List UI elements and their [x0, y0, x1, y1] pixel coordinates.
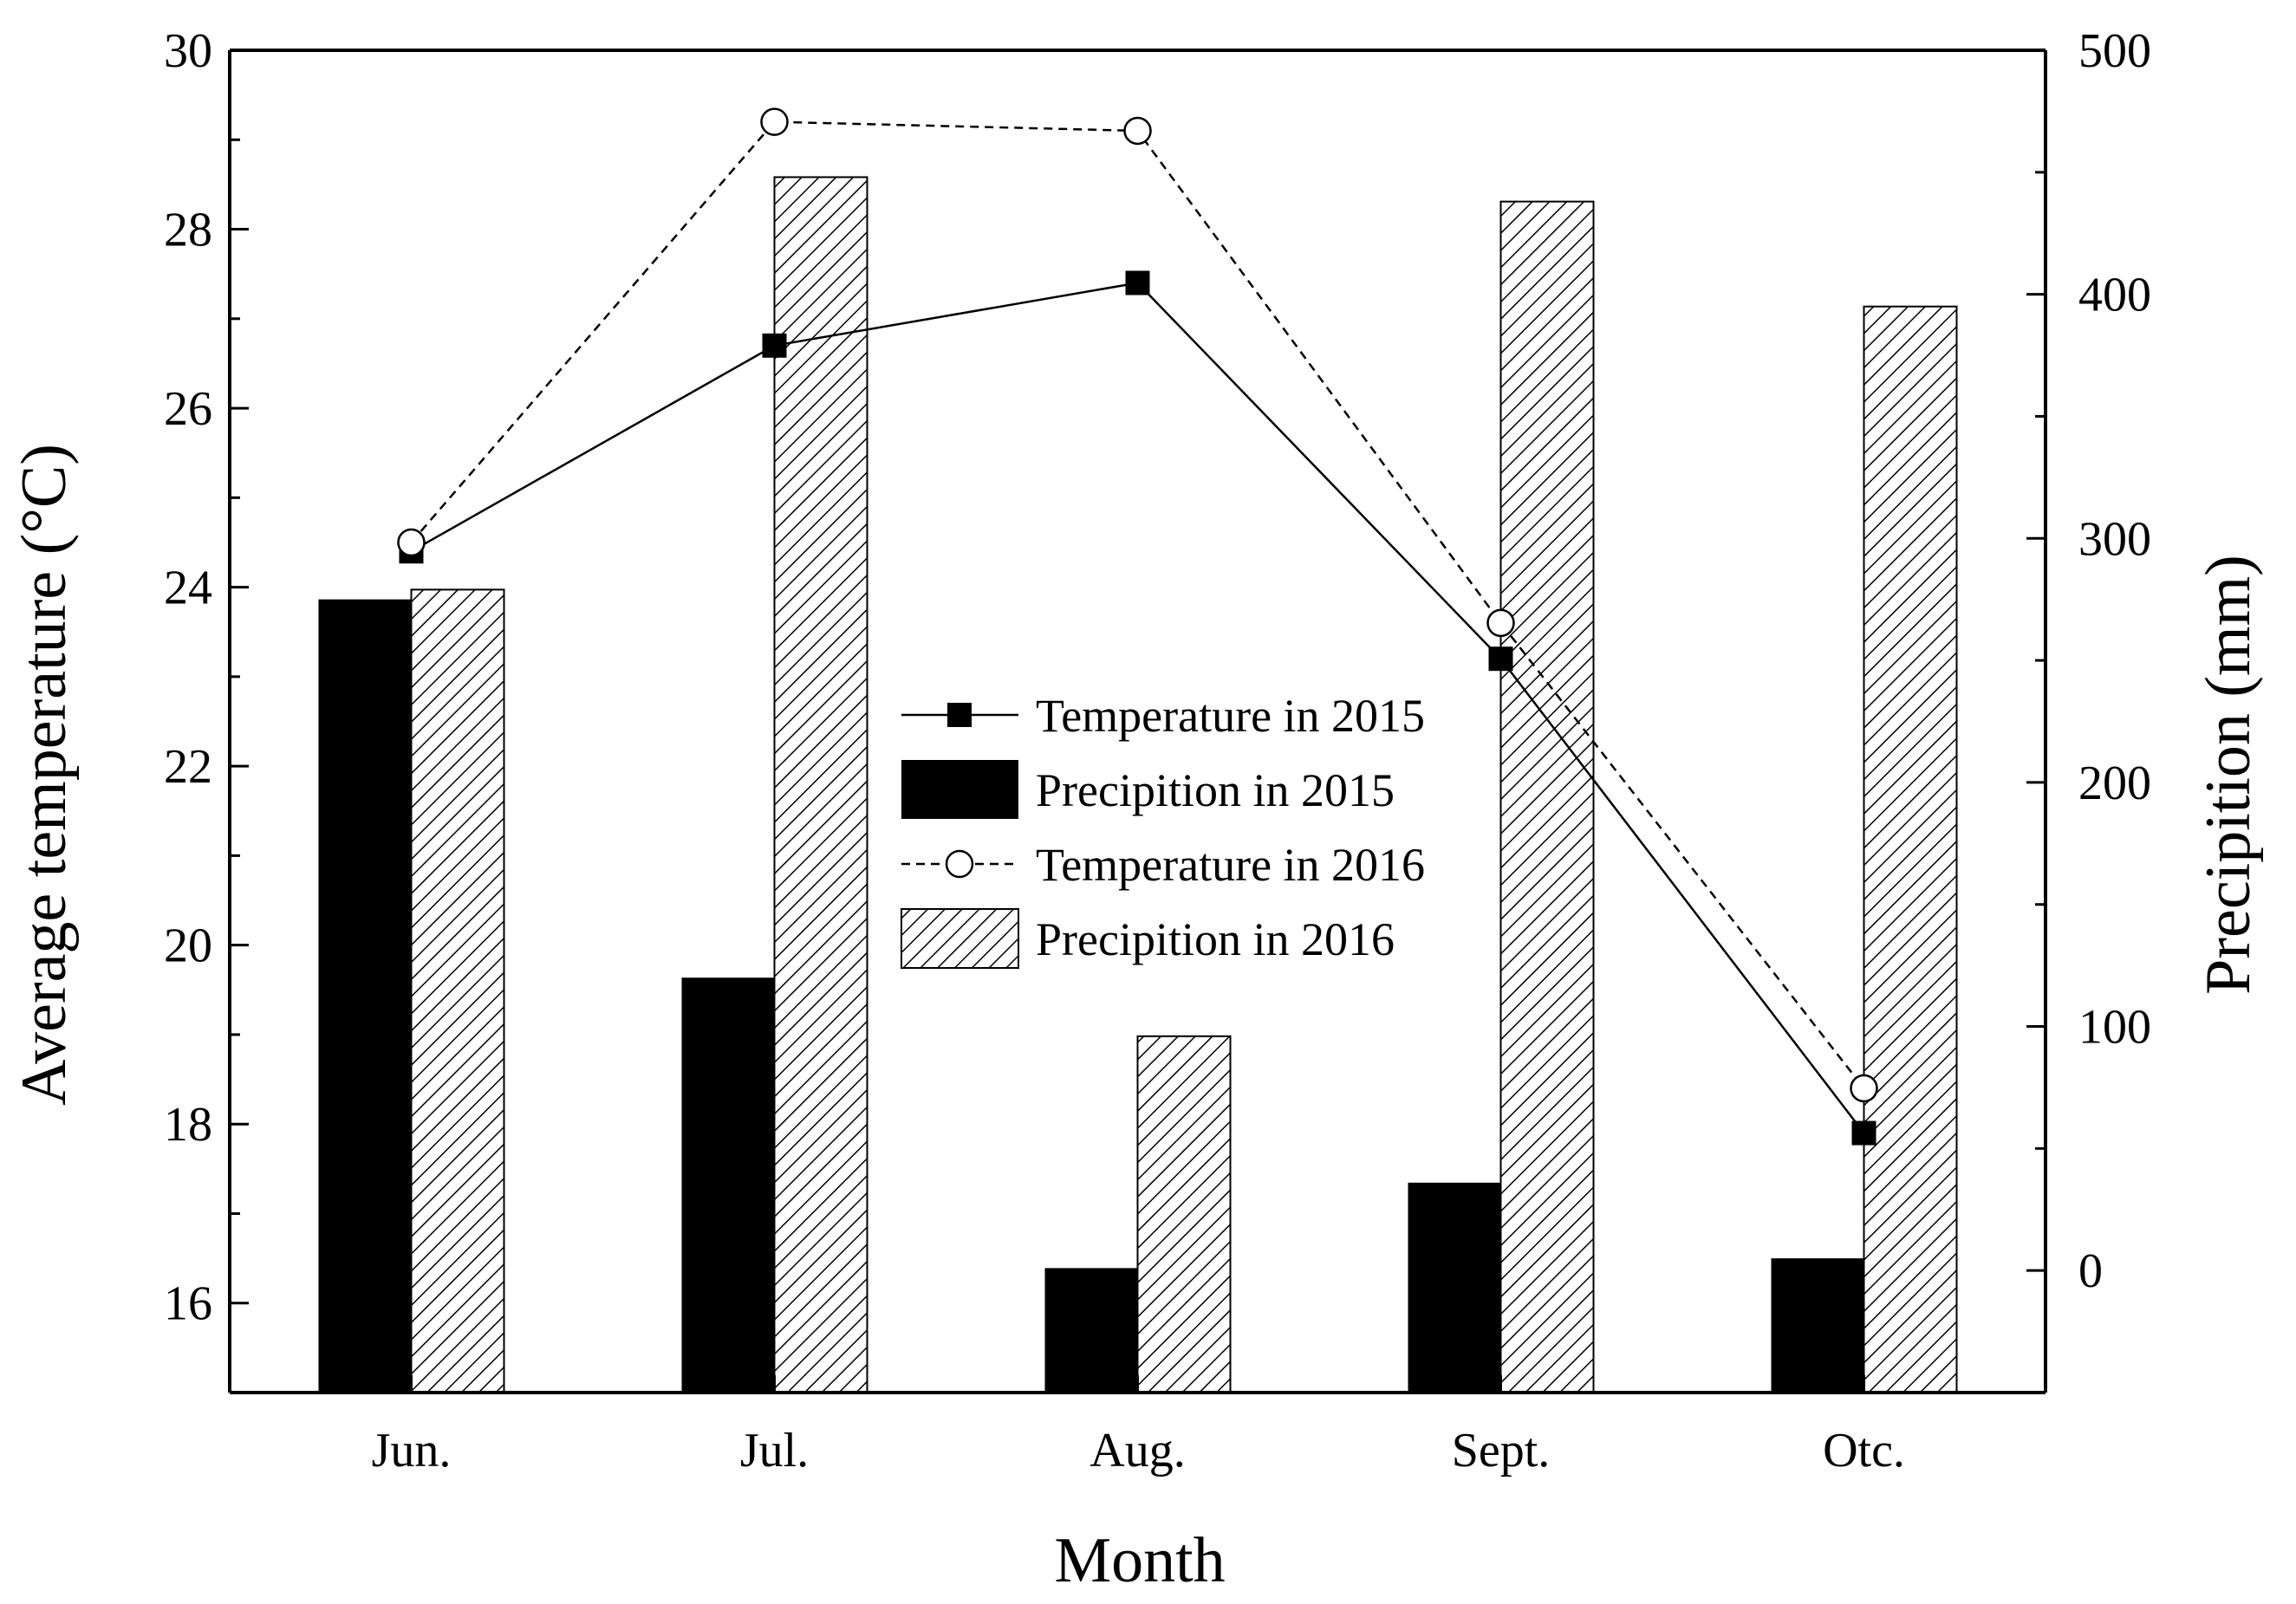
- legend: Temperature in 2015 Precipition in 2015 Te…: [901, 690, 1425, 969]
- point-temperature-in-2016-5: [1850, 1074, 1878, 1103]
- point-temperature-in-2016-1: [397, 528, 426, 557]
- legend-precipition-in-2016-swatch: [901, 908, 1019, 969]
- bar-precipition-in-2015-1: [318, 599, 412, 1393]
- bar-precipition-in-2016-5: [1863, 305, 1958, 1394]
- y-tick-label-22: 22: [164, 740, 212, 794]
- y-tick-label-26: 26: [164, 382, 212, 436]
- x-tick-label-2: Jul.: [740, 1424, 809, 1477]
- y2-tick-label-400: 400: [2078, 269, 2151, 322]
- point-temperature-in-2015-5: [1851, 1120, 1876, 1146]
- x-tick-label-5: Otc.: [1823, 1424, 1905, 1477]
- y2-tick-label-0: 0: [2078, 1244, 2103, 1298]
- x-tick-label-1: Jun.: [372, 1424, 452, 1477]
- bars-layer: [318, 176, 1958, 1394]
- y-axis-title: Average temperature (°C): [9, 444, 80, 1106]
- point-temperature-in-2015-3: [1125, 270, 1150, 295]
- y-tick-label-20: 20: [164, 919, 212, 973]
- y2-tick-label-300: 300: [2078, 512, 2151, 566]
- legend-temperature-in-2015-marker: [947, 703, 972, 727]
- legend-precipition-in-2015-swatch: [901, 760, 1018, 819]
- legend-precipition-in-2015-label: Precipition in 2015: [1036, 764, 1395, 816]
- y2-axis-title: Precipition (mm): [2193, 555, 2264, 995]
- y-tick-label-30: 30: [164, 24, 212, 78]
- bar-precipition-in-2016-1: [410, 588, 505, 1393]
- bar-precipition-in-2015-5: [1771, 1258, 1864, 1393]
- y-tick-label-18: 18: [164, 1098, 212, 1152]
- point-temperature-in-2015-2: [762, 333, 787, 358]
- y-tick-label-16: 16: [164, 1277, 212, 1331]
- point-temperature-in-2015-4: [1488, 646, 1513, 672]
- point-temperature-in-2016-2: [760, 107, 789, 136]
- legend-temperature-in-2016-label: Temperature in 2016: [1036, 839, 1425, 891]
- point-temperature-in-2016-4: [1486, 608, 1515, 638]
- legend-temperature-in-2016-marker: [945, 849, 974, 879]
- bar-precipition-in-2015-2: [681, 977, 775, 1393]
- legend-temperature-in-2015-label: Temperature in 2015: [1036, 690, 1425, 742]
- legend-precipition-in-2016-label: Precipition in 2016: [1036, 913, 1395, 965]
- bar-precipition-in-2015-4: [1408, 1182, 1501, 1393]
- y2-tick-label-200: 200: [2078, 757, 2151, 810]
- y2-tick-label-500: 500: [2078, 24, 2151, 78]
- bar-precipition-in-2016-2: [773, 176, 868, 1393]
- y-tick-label-24: 24: [164, 562, 212, 615]
- y2-tick-label-100: 100: [2078, 1001, 2151, 1055]
- x-axis-title: Month: [1054, 1525, 1225, 1596]
- x-tick-label-4: Sept.: [1452, 1424, 1551, 1477]
- x-tick-label-3: Aug.: [1089, 1424, 1185, 1477]
- bar-precipition-in-2015-3: [1044, 1268, 1138, 1393]
- y-tick-label-28: 28: [164, 204, 212, 257]
- lines-layer: [397, 107, 1878, 1146]
- point-temperature-in-2016-3: [1123, 116, 1152, 146]
- bar-precipition-in-2016-3: [1136, 1035, 1232, 1393]
- bar-precipition-in-2016-4: [1499, 200, 1595, 1394]
